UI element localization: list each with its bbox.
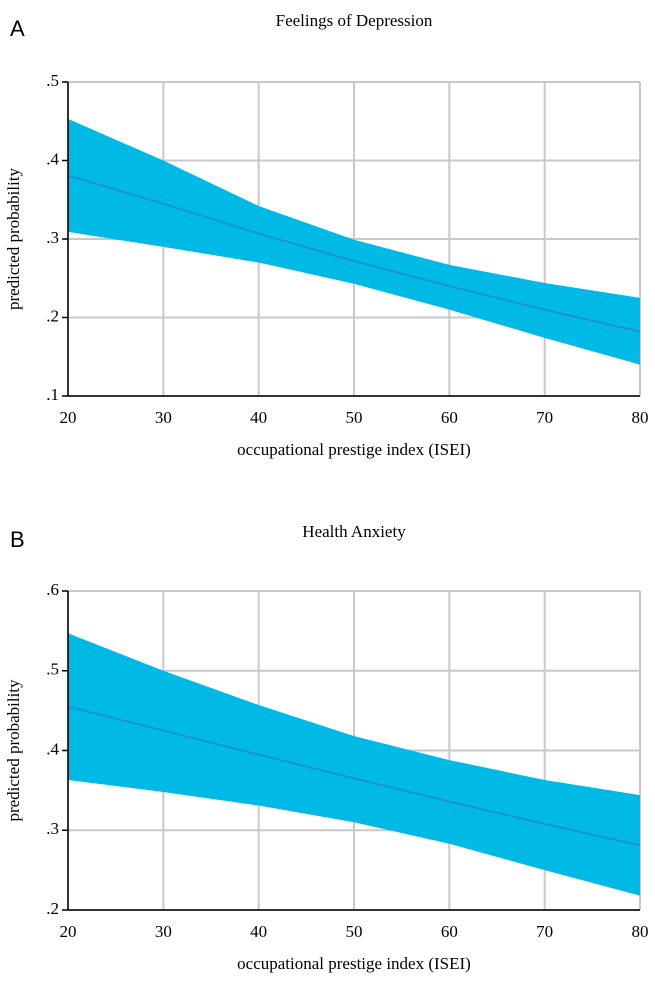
x-tick-label: 70 xyxy=(536,408,553,427)
x-tick-label: 30 xyxy=(155,922,172,941)
x-tick-label: 80 xyxy=(632,408,649,427)
panel-label: A xyxy=(10,16,25,41)
y-tick-label: .2 xyxy=(46,306,59,325)
y-tick-label: .5 xyxy=(46,71,59,90)
x-tick-label: 20 xyxy=(60,408,77,427)
x-tick-label: 50 xyxy=(346,408,363,427)
y-tick-label: .3 xyxy=(46,819,59,838)
chart-title: Feelings of Depression xyxy=(276,11,433,30)
y-tick-label: .4 xyxy=(46,739,59,758)
x-tick-label: 40 xyxy=(250,922,267,941)
y-tick-label: .5 xyxy=(46,660,59,679)
x-tick-label: 80 xyxy=(632,922,649,941)
y-tick-label: .2 xyxy=(46,899,59,918)
y-tick-label: .3 xyxy=(46,228,59,247)
chart-title: Health Anxiety xyxy=(302,522,406,541)
x-axis-label: occupational prestige index (ISEI) xyxy=(237,440,471,459)
x-tick-label: 40 xyxy=(250,408,267,427)
y-tick-label: .6 xyxy=(46,580,59,599)
x-tick-label: 30 xyxy=(155,408,172,427)
y-axis-label: predicted probability xyxy=(4,167,23,310)
line xyxy=(67,174,641,333)
x-tick-label: 50 xyxy=(346,922,363,941)
x-tick-label: 60 xyxy=(441,922,458,941)
y-axis-label: predicted probability xyxy=(4,679,23,822)
line xyxy=(67,705,641,847)
confidence-band xyxy=(68,633,640,896)
x-axis-label: occupational prestige index (ISEI) xyxy=(237,954,471,973)
y-tick-label: .4 xyxy=(46,149,59,168)
y-tick-label: .1 xyxy=(46,385,59,404)
x-tick-label: 70 xyxy=(536,922,553,941)
x-tick-label: 60 xyxy=(441,408,458,427)
confidence-band xyxy=(68,118,640,365)
panel-label: B xyxy=(10,527,25,552)
x-tick-label: 20 xyxy=(60,922,77,941)
